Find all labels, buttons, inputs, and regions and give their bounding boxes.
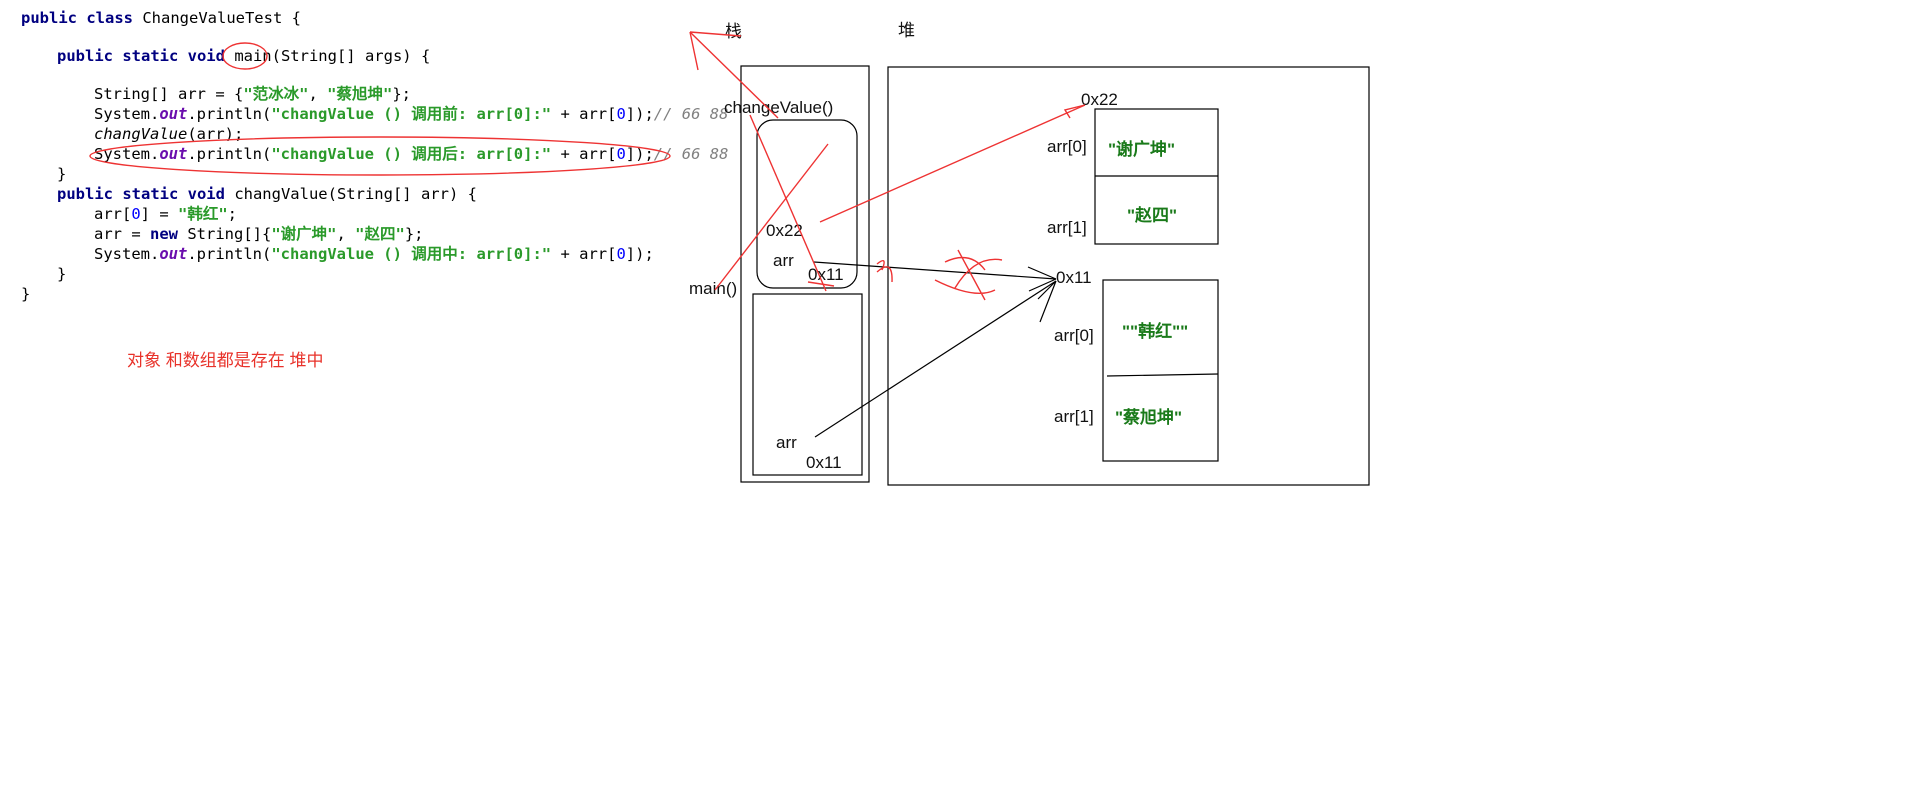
code-line-12: } — [57, 265, 66, 283]
main-highlight-circle — [222, 42, 268, 70]
code-line-4: System.out.println("changValue () 调用前: a… — [94, 104, 728, 123]
arrow-cv-to-new-array-head — [1063, 104, 1086, 119]
stack-box — [740, 65, 870, 483]
arrow-cv-to-old-array-head — [1027, 266, 1057, 292]
heap-old-val0: ""韩红"" — [1122, 321, 1188, 341]
main-frame-label: main() — [689, 279, 737, 298]
heap-title: 堆 — [898, 21, 915, 40]
code-line-9: arr[0] = "韩红"; — [94, 204, 237, 223]
cv-arr-addr: 0x22 — [766, 221, 803, 240]
heap-old-val1: "蔡旭坤" — [1115, 407, 1182, 427]
println-highlight-ellipse — [89, 136, 671, 176]
arrow-cv-to-new-array — [819, 104, 1086, 223]
code-line-10: arr = new String[]{"谢广坤", "赵四"}; — [94, 224, 424, 243]
stack-region: 栈 changeValue() 0x22 arr 0x11 main() arr… — [689, 22, 870, 483]
changevalue-frame-label: changeValue() — [724, 98, 833, 117]
heap-new-idx1: arr[1] — [1047, 218, 1087, 237]
code-line-5: changValue(arr); — [94, 125, 243, 143]
arrow-cv-to-old-array — [813, 261, 1057, 280]
main-frame — [752, 293, 863, 476]
code-line-8: public static void changValue(String[] a… — [57, 185, 477, 203]
heap-old-idx0: arr[0] — [1054, 326, 1094, 345]
heap-new-val0: "谢广坤" — [1108, 139, 1175, 159]
code-line-13: } — [21, 285, 30, 303]
arrow-to-stack-title — [689, 31, 779, 119]
frame-pop-stroke-1 — [749, 114, 827, 292]
heap-new-val1: "赵四" — [1127, 205, 1177, 225]
heap-old-idx1: arr[1] — [1054, 407, 1094, 426]
code-listing: public class ChangeValueTest { public st… — [21, 9, 728, 303]
stack-title: 栈 — [725, 22, 742, 41]
heap-old-array-addr: 0x11 — [1056, 268, 1092, 287]
main-arr-var: arr — [776, 433, 797, 452]
changevalue-frame — [756, 119, 858, 289]
main-arr-addr: 0x11 — [806, 453, 842, 472]
code-line-6: System.out.println("changValue () 调用后: a… — [94, 145, 728, 163]
arrow-main-to-old-array — [814, 280, 1057, 438]
arrows — [689, 31, 1086, 438]
frame-pop-stroke-2 — [714, 143, 829, 291]
heap-new-array-addr: 0x22 — [1081, 90, 1118, 109]
heap-box — [887, 66, 1370, 486]
strike-mark-1 — [876, 259, 893, 283]
code-line-1: public class ChangeValueTest { — [21, 9, 301, 27]
heap-old-array — [1102, 279, 1219, 462]
heap-region: 堆 0x22 arr[0] "谢广坤" arr[1] "赵四" 0x11 arr… — [887, 21, 1370, 486]
frame-pop-stroke-3 — [807, 281, 835, 287]
heap-note: 对象 和数组都是存在 堆中 — [127, 351, 323, 370]
cv-arr-var: arr — [773, 251, 794, 270]
cv-arr-old-addr: 0x11 — [808, 265, 844, 284]
arrow-to-stack-title-head — [689, 31, 742, 71]
strike-mark-2 — [934, 249, 1003, 301]
arrow-main-to-old-array-head — [1037, 280, 1057, 323]
code-line-11: System.out.println("changValue () 调用中: a… — [94, 244, 654, 263]
code-line-3: String[] arr = {"范冰冰", "蔡旭坤"}; — [94, 84, 411, 103]
heap-new-idx0: arr[0] — [1047, 137, 1087, 156]
heap-old-array-divider — [1106, 373, 1219, 377]
code-line-2: public static void main(String[] args) { — [57, 47, 430, 65]
code-line-7: } — [57, 165, 66, 183]
